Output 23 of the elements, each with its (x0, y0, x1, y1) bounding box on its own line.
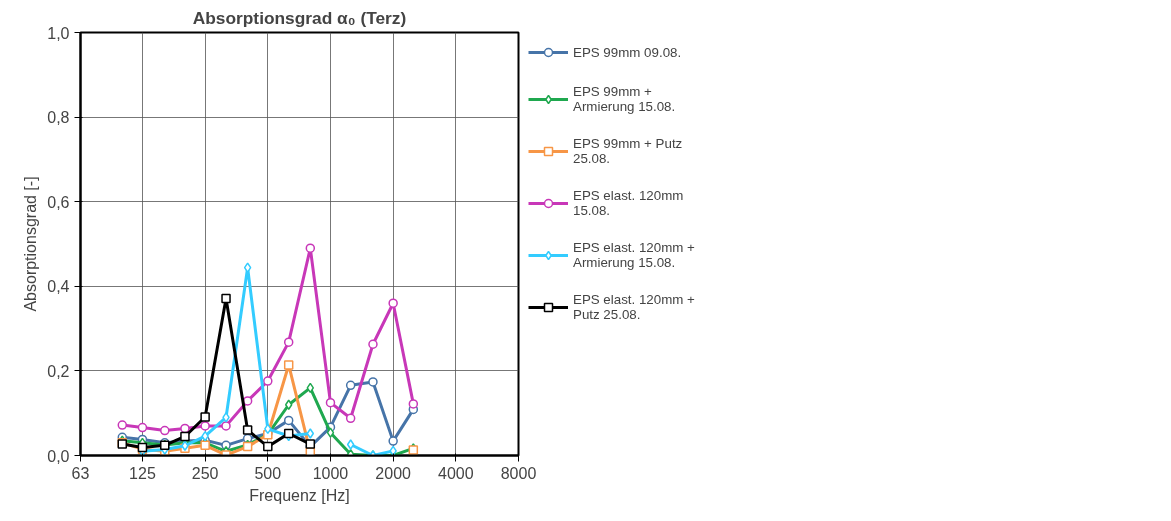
chart-title: Absorptionsgrad α₀ (Terz) (192, 7, 407, 28)
x-tick-label: 4000 (438, 464, 474, 482)
x-tick-label: 2000 (375, 464, 412, 482)
legend-label: EPS elast. 120mm + Putz 25.08. (573, 292, 695, 322)
y-tick-label: 0,8 (47, 109, 70, 127)
x-tick-label: 1000 (312, 464, 349, 482)
y-tick-label: 1,0 (47, 24, 70, 42)
legend-label: EPS elast. 120mm 15.08. (573, 188, 684, 218)
x-tick-label: 250 (191, 464, 219, 482)
y-tick-label: 0,6 (47, 193, 70, 211)
y-tick-label: 0,2 (47, 362, 70, 380)
x-axis-title: Frequenz [Hz] (249, 486, 350, 504)
x-tick-label: 63 (71, 464, 90, 482)
x-tick-label: 125 (129, 464, 156, 482)
legend-label: EPS 99mm 09.08. (573, 44, 682, 60)
legend-label: EPS 99mm + Armierung 15.08. (573, 84, 676, 114)
x-tick-label: 500 (254, 464, 282, 482)
y-tick-label: 0,0 (47, 447, 70, 465)
legend-label: EPS 99mm + Putz 25.08. (573, 136, 683, 166)
x-tick-label: 8000 (500, 464, 537, 482)
y-axis-title: Absorptionsgrad [-] (22, 176, 40, 312)
y-tick-label: 0,4 (47, 278, 70, 296)
legend-label: EPS elast. 120mm + Armierung 15.08. (573, 240, 695, 270)
